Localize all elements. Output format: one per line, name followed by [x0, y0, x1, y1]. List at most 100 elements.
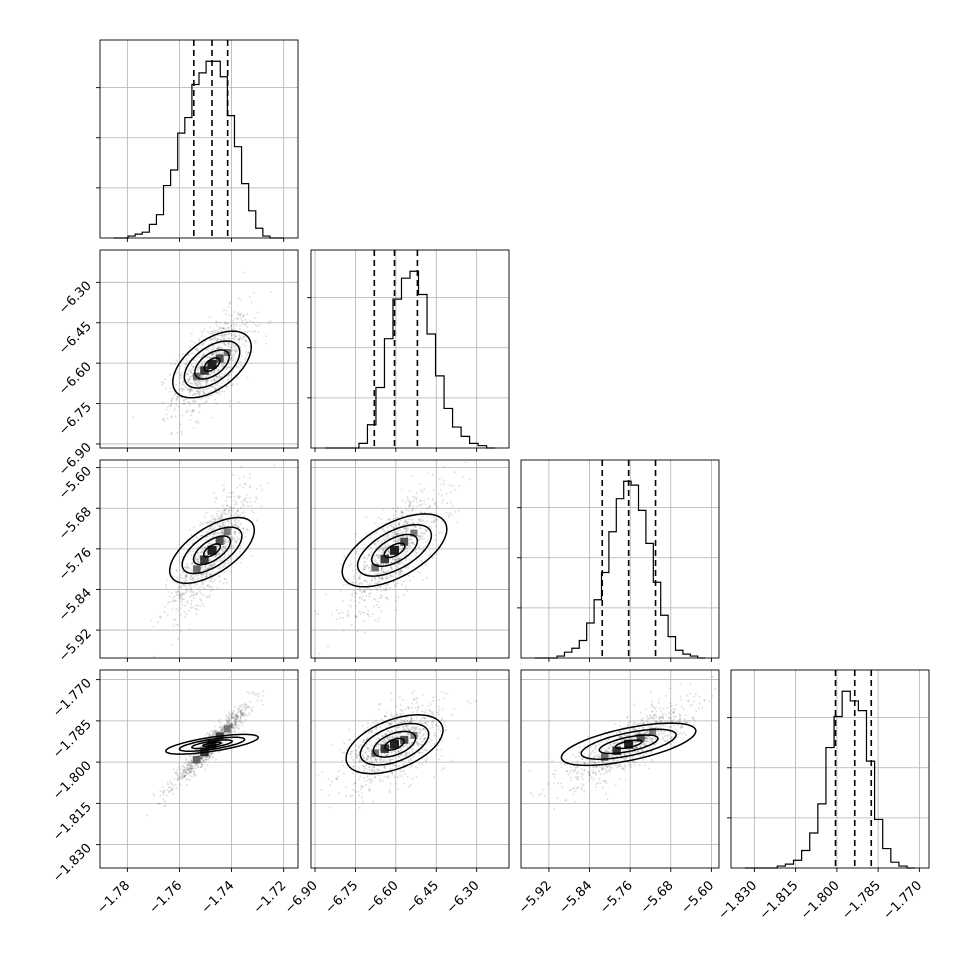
scatter-point	[246, 501, 249, 504]
panel-3-1: −6.90 −6.75 −6.60 −6.45 −6.30	[282, 669, 510, 917]
scatter-point	[351, 569, 354, 572]
scatter-point	[229, 557, 232, 560]
scatter-point	[399, 570, 402, 573]
scatter-point	[402, 515, 404, 518]
scatter-point	[223, 537, 226, 540]
scatter-point	[369, 592, 372, 595]
scatter-point	[223, 564, 226, 567]
scatter-point	[406, 590, 409, 593]
scatter-point	[207, 391, 210, 394]
scatter-point	[342, 616, 345, 619]
scatter-point	[203, 516, 206, 518]
scatter-point	[222, 546, 225, 549]
scatter-point	[411, 521, 414, 524]
scatter-point	[382, 530, 385, 533]
scatter-point	[162, 798, 165, 801]
scatter-point	[182, 388, 185, 391]
scatter-point	[314, 610, 316, 613]
scatter-point	[166, 789, 169, 792]
scatter-point	[171, 567, 174, 570]
scatter-point	[427, 507, 430, 510]
scatter-point	[371, 762, 374, 764]
scatter-point	[375, 738, 378, 741]
scatter-point	[181, 597, 184, 600]
scatter-point	[399, 732, 402, 735]
scatter-point	[405, 725, 408, 728]
scatter-point	[376, 588, 379, 591]
scatter-point	[394, 705, 397, 708]
scatter-point	[401, 531, 404, 534]
scatter-point	[397, 523, 400, 525]
scatter-point	[390, 771, 393, 774]
scatter-point	[412, 500, 415, 503]
scatter-point	[228, 719, 231, 722]
scatter-point	[425, 749, 427, 752]
scatter-point	[228, 506, 231, 509]
scatter-point	[422, 722, 425, 725]
scatter-point	[361, 754, 364, 757]
scatter-point	[189, 550, 192, 553]
scatter-point	[356, 754, 358, 757]
scatter-point	[184, 770, 187, 773]
scatter-point	[419, 504, 422, 507]
scatter-point	[189, 584, 192, 587]
scatter-point	[221, 549, 224, 551]
scatter-point	[229, 357, 232, 360]
scatter-point	[387, 548, 390, 551]
scatter-point	[176, 577, 179, 579]
scatter-point	[225, 540, 228, 543]
scatter-point	[420, 710, 423, 712]
scatter-point	[389, 752, 392, 755]
scatter-point	[362, 568, 365, 571]
scatter-point	[184, 604, 186, 607]
scatter-point	[363, 579, 366, 582]
scatter-point	[631, 761, 634, 764]
scatter-point	[193, 392, 196, 395]
scatter-point	[188, 404, 191, 406]
scatter-point	[438, 531, 441, 534]
scatter-point	[372, 557, 375, 560]
scatter-point	[372, 597, 375, 600]
scatter-point	[598, 743, 601, 746]
scatter-point	[201, 534, 203, 537]
scatter-point	[173, 393, 176, 396]
scatter-point	[409, 518, 412, 521]
scatter-point	[255, 693, 258, 696]
scatter-point	[210, 338, 213, 341]
scatter-point	[420, 735, 422, 738]
scatter-point	[361, 755, 364, 757]
scatter-point	[378, 596, 381, 599]
scatter-point	[246, 313, 249, 316]
scatter-point	[223, 342, 226, 345]
scatter-point	[220, 330, 223, 333]
scatter-point	[240, 501, 243, 504]
scatter-point	[650, 751, 653, 754]
scatter-point	[230, 725, 233, 728]
scatter-point	[228, 366, 231, 369]
scatter-point	[195, 390, 198, 392]
scatter-point	[199, 357, 202, 360]
scatter-point	[216, 347, 219, 350]
scatter-point	[364, 759, 367, 762]
y-tick-label-3-2: −1.800	[50, 758, 95, 803]
scatter-point	[166, 417, 169, 420]
scatter-point	[208, 356, 211, 359]
scatter-point	[386, 776, 388, 779]
scatter-point	[425, 748, 428, 751]
scatter-point	[179, 423, 182, 426]
scatter-point	[199, 521, 202, 524]
scatter-point	[159, 616, 162, 619]
scatter-point	[257, 692, 260, 695]
scatter-point	[631, 737, 633, 740]
scatter-point	[181, 352, 184, 355]
scatter-point	[213, 733, 216, 735]
scatter-point	[236, 536, 239, 539]
scatter-point	[653, 707, 656, 710]
scatter-point	[200, 380, 203, 383]
scatter-point	[402, 523, 405, 526]
panel-frame-2-2	[520, 459, 720, 659]
scatter-point	[187, 763, 190, 766]
scatter-point	[589, 777, 592, 780]
scatter-point	[387, 776, 390, 779]
scatter-point	[422, 727, 425, 730]
